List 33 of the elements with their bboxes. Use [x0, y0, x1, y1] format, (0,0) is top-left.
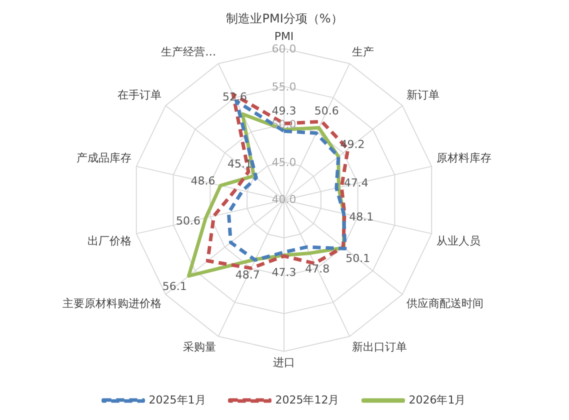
spoke-label: 供应商配送时间	[406, 296, 484, 310]
spoke-label: PMI	[274, 30, 294, 43]
data-label: 50.6	[314, 104, 339, 118]
data-label: 48.1	[349, 210, 374, 224]
chart-title: 制造业PMI分项（%）	[226, 11, 343, 26]
spoke-label: 出厂价格	[88, 234, 132, 248]
legend-label: 2025年12月	[275, 393, 340, 406]
spoke-label: 新订单	[406, 88, 440, 102]
data-label: 47.4	[344, 176, 368, 190]
y-tick-label: 55.0	[272, 80, 296, 94]
spoke-label: 原材料库存	[436, 151, 492, 164]
data-label: 47.8	[305, 262, 330, 276]
spoke-label: 在手订单	[118, 88, 162, 102]
spoke-label: 生产经营…	[161, 45, 216, 58]
data-label: 48.6	[190, 174, 216, 188]
spoke-label: 新出口订单	[352, 340, 407, 354]
y-tick-label: 45.0	[272, 156, 296, 170]
spoke-label: 生产	[352, 45, 374, 58]
data-label: 48.7	[235, 268, 260, 282]
y-tick-label: 60.0	[272, 42, 296, 56]
data-label: 50.1	[346, 252, 370, 265]
legend-label: 2026年1月	[408, 393, 466, 406]
data-label: 50.6	[176, 214, 200, 228]
spoke-label: 产成品库存	[76, 151, 132, 164]
data-label: 56.1	[162, 280, 187, 294]
spoke-label: 采购量	[183, 340, 216, 354]
data-label: 47.3	[272, 266, 296, 280]
spoke-label: 从业人员	[436, 234, 480, 248]
spoke-label: 进口	[273, 356, 295, 369]
legend-label: 2025年1月	[148, 393, 206, 406]
spoke-label: 主要原材料购进价格	[62, 296, 162, 310]
y-tick-label: 40.0	[272, 192, 296, 206]
data-label: 49.3	[272, 104, 296, 118]
